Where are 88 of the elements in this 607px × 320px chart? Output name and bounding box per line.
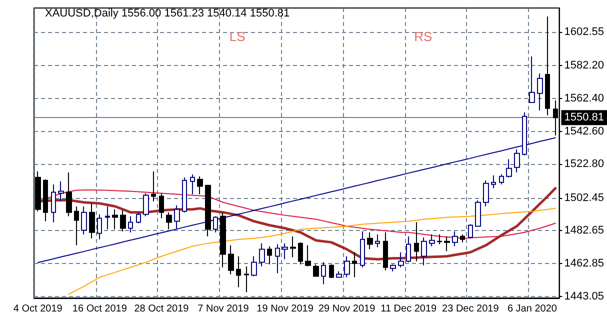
x-tick-label: 16 Oct 2019: [72, 304, 128, 314]
candlestick: [81, 206, 87, 235]
candlestick: [305, 244, 311, 267]
annotation: RS: [414, 29, 433, 44]
candlestick: [151, 170, 156, 202]
candlestick: [468, 224, 473, 239]
candlestick: [537, 72, 543, 111]
candlestick: [143, 192, 149, 217]
candlestick: [244, 266, 249, 293]
candlestick: [398, 252, 404, 268]
candlestick: [267, 246, 272, 265]
x-tick-label: 23 Dec 2019: [442, 304, 500, 314]
y-tick-label: 1482.65: [564, 224, 604, 237]
candlestick: [298, 242, 303, 265]
candlestick: [545, 16, 550, 116]
candlestick: [174, 204, 180, 230]
candlestick: [112, 208, 118, 230]
y-tick-label: 1502.45: [564, 192, 604, 204]
candlestick: [290, 236, 296, 258]
candlestick: [421, 236, 427, 266]
x-tick-label: 28 Oct 2019: [134, 304, 190, 314]
candlestick: [197, 176, 203, 195]
candlestick: [460, 234, 465, 243]
candlestick: [220, 212, 226, 268]
candlestick: [251, 256, 257, 277]
candlestick: [390, 264, 396, 272]
candlestick: [344, 256, 350, 278]
candlestick: [166, 212, 172, 230]
annotation: LS: [229, 29, 246, 44]
candlestick: [483, 180, 489, 207]
candlestick: [128, 216, 133, 233]
candlestick: [43, 178, 48, 222]
candlestick: [414, 222, 419, 262]
line-series: [68, 208, 556, 295]
candlestick: [506, 158, 512, 178]
candlestick: [275, 244, 280, 274]
candlestick: [313, 264, 319, 278]
y-tick-label: 1582.20: [564, 60, 604, 72]
candlestick: [336, 270, 342, 278]
candlestick: [352, 252, 357, 278]
y-tick-label: 1443.05: [564, 290, 604, 302]
candlestick: [213, 216, 218, 233]
candlestick: [321, 262, 326, 285]
candlestick: [159, 192, 164, 219]
candlestick: [105, 206, 110, 230]
y-tick-label: 1602.55: [564, 26, 604, 38]
candlestick: [236, 256, 241, 288]
candlestick: [66, 172, 72, 217]
y-tick-label: 1522.80: [564, 158, 604, 170]
candlestick: [182, 176, 187, 213]
candlestick: [136, 212, 141, 224]
x-tick-label: 4 Oct 2019: [13, 304, 63, 314]
y-tick-label: 1462.85: [564, 257, 604, 270]
ref-line-label: 1550.81: [564, 112, 604, 124]
candlestick: [228, 244, 234, 275]
chart-title: XAUUSD,Daily 1556.00 1561.23 1540.14 1550.81: [45, 8, 290, 20]
candlestick: [190, 174, 195, 195]
candlestick: [452, 230, 458, 247]
x-tick-label: 11 Dec 2019: [380, 304, 438, 314]
x-tick-label: 29 Nov 2019: [318, 304, 376, 314]
candlestick: [329, 264, 334, 279]
candlestick: [259, 242, 265, 267]
candlestick: [429, 234, 435, 247]
y-tick-label: 1542.60: [564, 125, 604, 138]
candlestick: [74, 206, 79, 246]
candlestick: [406, 236, 411, 263]
x-tick-label: 19 Nov 2019: [256, 304, 314, 314]
candlestick: [97, 214, 102, 240]
candlestick: [282, 242, 288, 260]
candlestick: [367, 232, 373, 250]
y-tick-label: 1562.40: [564, 92, 604, 104]
candlestick: [383, 232, 388, 271]
candlestick: [205, 184, 211, 237]
x-tick-label: 6 Jan 2020: [507, 304, 558, 314]
candlestick: [89, 202, 95, 239]
candlestick: [375, 234, 380, 248]
candlestick: [58, 180, 64, 202]
candlestick: [491, 174, 496, 189]
candlestick: [529, 56, 535, 103]
candlestick: [444, 236, 450, 252]
candlestick: [360, 230, 365, 268]
x-tick-label: 7 Nov 2019: [198, 304, 250, 314]
candlestick: [51, 184, 56, 223]
candlestick: [437, 234, 442, 245]
candlestick: [475, 200, 481, 227]
candlestick: [120, 210, 126, 232]
candlestick: [514, 148, 520, 173]
candlestick: [499, 174, 504, 185]
